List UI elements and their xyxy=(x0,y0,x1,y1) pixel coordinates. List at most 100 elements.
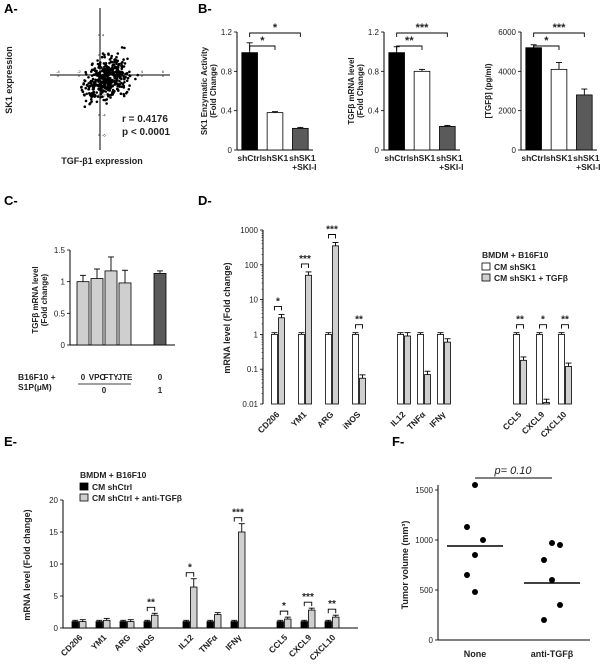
bar-series-1 xyxy=(417,333,424,405)
panel-letter-c: C- xyxy=(4,193,18,208)
scatter-point xyxy=(93,82,97,86)
scatter-point xyxy=(128,74,132,78)
data-point xyxy=(549,540,555,546)
bar-series-2 xyxy=(190,586,198,629)
bar-series-1 xyxy=(558,333,565,405)
bar-series-2 xyxy=(565,366,572,405)
scatter-point xyxy=(136,73,139,77)
scatter-point xyxy=(107,53,110,56)
scatter-point xyxy=(100,55,104,59)
bar xyxy=(576,94,593,151)
scatter-point xyxy=(109,84,113,87)
scatter-point xyxy=(100,66,103,69)
scatter-point xyxy=(97,84,101,87)
category-label: +SKI-I xyxy=(439,162,463,172)
sig-bracket xyxy=(539,324,547,329)
sig-bracket xyxy=(146,606,156,612)
y-axis-label: TGFβ mRNA level xyxy=(31,266,40,333)
scatter-point xyxy=(99,86,103,89)
bar-series-2 xyxy=(79,621,87,629)
sig-bracket xyxy=(355,324,363,329)
sig-bracket-label: * xyxy=(276,296,280,307)
category-label: iNOS xyxy=(135,632,157,654)
bar xyxy=(104,270,118,346)
y-tick-label: 0 xyxy=(512,146,517,155)
scatter-point xyxy=(99,79,102,83)
sig-bracket-2 xyxy=(533,32,585,37)
bar-series-2 xyxy=(424,374,431,405)
sig-bracket xyxy=(233,517,243,522)
scatter-point xyxy=(110,54,113,58)
scatter-point xyxy=(90,95,94,99)
bar xyxy=(525,47,542,151)
scatter-point xyxy=(83,105,87,108)
scatter-point xyxy=(90,98,93,101)
scatter-point xyxy=(106,78,110,81)
category-label: shSK1 xyxy=(262,153,289,163)
scatter-point xyxy=(101,69,104,72)
bar-series-2 xyxy=(359,377,366,405)
y-tick-label: 0 xyxy=(375,146,380,155)
bar-series-2 xyxy=(284,618,292,629)
scatter-point xyxy=(94,80,97,84)
y-tick-label: -4 xyxy=(102,113,106,118)
category-label: FTY xyxy=(103,373,119,382)
x-tick-label: -4 xyxy=(56,69,60,74)
bar xyxy=(266,112,284,151)
sig-bracket-label: ** xyxy=(355,315,363,326)
panel-letter-e: E- xyxy=(4,434,17,449)
x-tick-label: 4 xyxy=(141,69,144,74)
scatter-point xyxy=(122,86,126,89)
bar-series-2 xyxy=(444,341,451,405)
scatter-point xyxy=(105,72,109,75)
scatter-point xyxy=(122,58,125,61)
y-tick-label: 0.4 xyxy=(368,107,380,116)
scatter-point xyxy=(120,46,124,49)
scatter-point xyxy=(116,52,120,55)
scatter-point xyxy=(122,75,125,78)
y-axis-label: (Fold Change) xyxy=(356,64,365,118)
scatter-point xyxy=(107,72,111,76)
y-tick-label: -2 xyxy=(102,93,106,98)
sig-bracket-2-label: *** xyxy=(553,22,567,34)
y-tick-label: 0.5 xyxy=(54,309,66,318)
y-axis-label: TGFβ mRNA level xyxy=(347,57,356,124)
scatter-point xyxy=(120,85,123,88)
bar-series-1 xyxy=(437,333,444,405)
category-label: 0 xyxy=(158,373,163,382)
category-label: +SKI-I xyxy=(292,162,316,172)
bar xyxy=(388,52,405,151)
panel-letter-f: F- xyxy=(392,434,404,449)
scatter-point xyxy=(89,102,92,105)
sig-bracket xyxy=(516,324,524,329)
y-tick-label: -6 xyxy=(102,133,106,138)
panel-f-tumor-volume: 0 500 1000 1500 None anti-TGFβ p= 0.10 Tumor vo… xyxy=(400,465,590,659)
scatter-point xyxy=(127,88,131,91)
bar xyxy=(550,68,568,151)
scatter-point xyxy=(134,77,137,81)
sig-bracket xyxy=(301,263,309,268)
scatter-point xyxy=(95,100,99,104)
data-point xyxy=(464,524,470,530)
data-point xyxy=(472,589,478,595)
scatter-point xyxy=(118,74,121,78)
category-label: iNOS xyxy=(341,409,363,431)
y-tick-label: 20 xyxy=(49,496,58,505)
scatter-point xyxy=(102,75,105,79)
scatter-point xyxy=(110,81,113,85)
legend-label-1: CM shCtrl xyxy=(92,482,132,492)
scatter-point xyxy=(98,70,102,74)
y-axis-label: SK1 Enzymatic Activity xyxy=(200,46,209,135)
scatter-point xyxy=(102,98,105,102)
category-label: shCtrl xyxy=(384,153,409,163)
group-label: 1 xyxy=(158,386,163,395)
category-label: 0 xyxy=(81,373,86,382)
data-point xyxy=(557,542,563,548)
scatter-point xyxy=(89,92,93,95)
sig-bracket xyxy=(185,572,195,577)
scatter-point xyxy=(123,81,126,84)
scatter-point xyxy=(92,86,95,89)
legend-swatch-1 xyxy=(481,262,491,271)
sig-bracket-label: ** xyxy=(147,597,155,608)
p-value-label: p= 0.10 xyxy=(493,465,532,477)
